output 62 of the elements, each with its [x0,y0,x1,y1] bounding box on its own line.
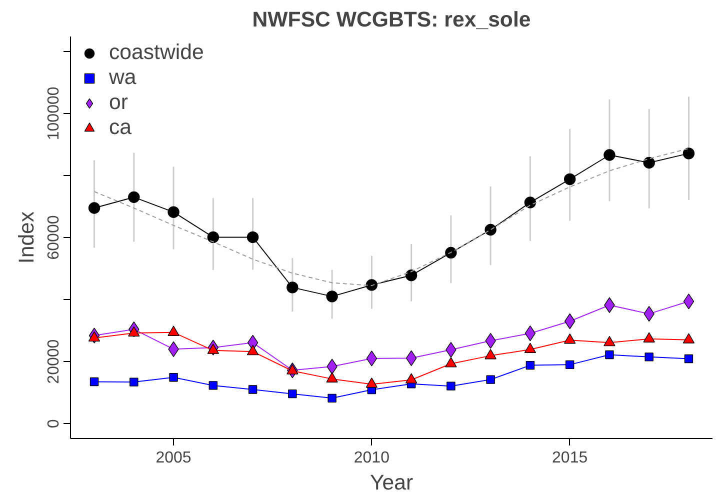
legend-label: wa [109,65,136,90]
x-tick-label: 2015 [552,450,588,466]
point [484,224,496,236]
point [366,350,378,366]
point [246,231,259,244]
point [288,389,297,398]
point [605,350,614,360]
point [446,382,456,390]
point [683,294,694,310]
point [366,279,378,291]
point [168,326,180,336]
point [565,360,574,370]
point [405,270,418,282]
point [326,372,338,382]
point [326,290,338,302]
point [366,378,378,388]
legend-label: or [109,90,129,115]
point [524,342,536,353]
point [564,333,576,344]
point [643,156,655,169]
y-axis-title: Index [14,211,38,264]
point [130,378,138,386]
y-tick-label: 20000 [46,339,62,384]
legend-label: coastwide [109,40,204,65]
point [604,336,616,346]
x-axis-title: Year [370,470,414,494]
point [524,196,536,208]
point [405,373,418,384]
point [169,373,178,382]
point [208,381,218,390]
point [286,282,298,294]
point [644,352,654,362]
point [486,375,495,384]
point [682,333,695,344]
x-tick-label: 2005 [156,450,192,466]
point [445,246,457,259]
point [328,394,336,403]
point [90,377,99,386]
y-tick-label: 60000 [46,215,62,260]
point [484,348,496,360]
point [286,364,298,374]
point [248,385,258,394]
point [246,344,259,356]
y-tick-label: 100000 [46,86,62,140]
point [88,331,100,342]
legend-label: ca [109,115,132,140]
point [682,148,695,160]
point [207,344,220,354]
point [684,354,694,364]
chart-title: NWFSC WCGBTS: rex_sole [252,8,531,32]
point [643,332,655,342]
x-tick-label: 2010 [354,450,390,466]
point [88,202,100,214]
point [564,173,576,186]
point [128,191,140,204]
point [168,206,180,218]
y-tick-label: 0 [46,419,62,428]
point [604,149,616,161]
point [445,357,457,368]
point [128,326,140,337]
point [526,360,535,370]
point [207,231,220,244]
